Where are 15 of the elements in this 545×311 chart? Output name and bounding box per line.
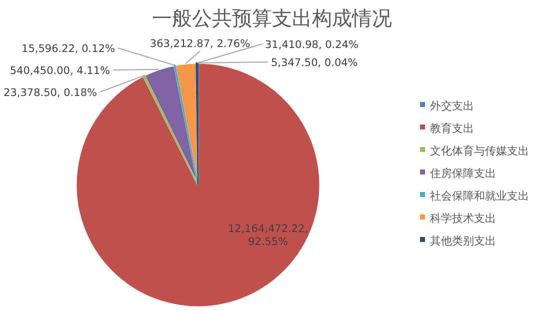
data-label: 540,450.00, 4.11%: [10, 65, 110, 77]
legend-label: 其他类别支出: [430, 234, 496, 248]
legend-label: 外交支出: [430, 100, 474, 112]
data-label: 15,596.22, 0.12%: [22, 43, 116, 55]
data-label: 23,378.50, 0.18%: [4, 87, 98, 99]
data-label: 5,347.50, 0.04%: [271, 57, 358, 69]
legend-label: 科学技术支出: [430, 212, 496, 225]
legend-label: 住房保障支出: [430, 167, 496, 180]
data-label: 12,164,472.22, 92.55%: [228, 223, 308, 248]
legend-label: 社会保障和就业支出: [430, 190, 529, 202]
legend-label: 文化体育与传媒支出: [430, 144, 529, 158]
chart-title: 一般公共预算支出构成情况: [152, 6, 392, 30]
data-label: 363,212.87, 2.76%: [150, 38, 250, 50]
data-label: 31,410.98, 0.24%: [265, 39, 358, 51]
legend-label: 教育支出: [430, 122, 474, 135]
